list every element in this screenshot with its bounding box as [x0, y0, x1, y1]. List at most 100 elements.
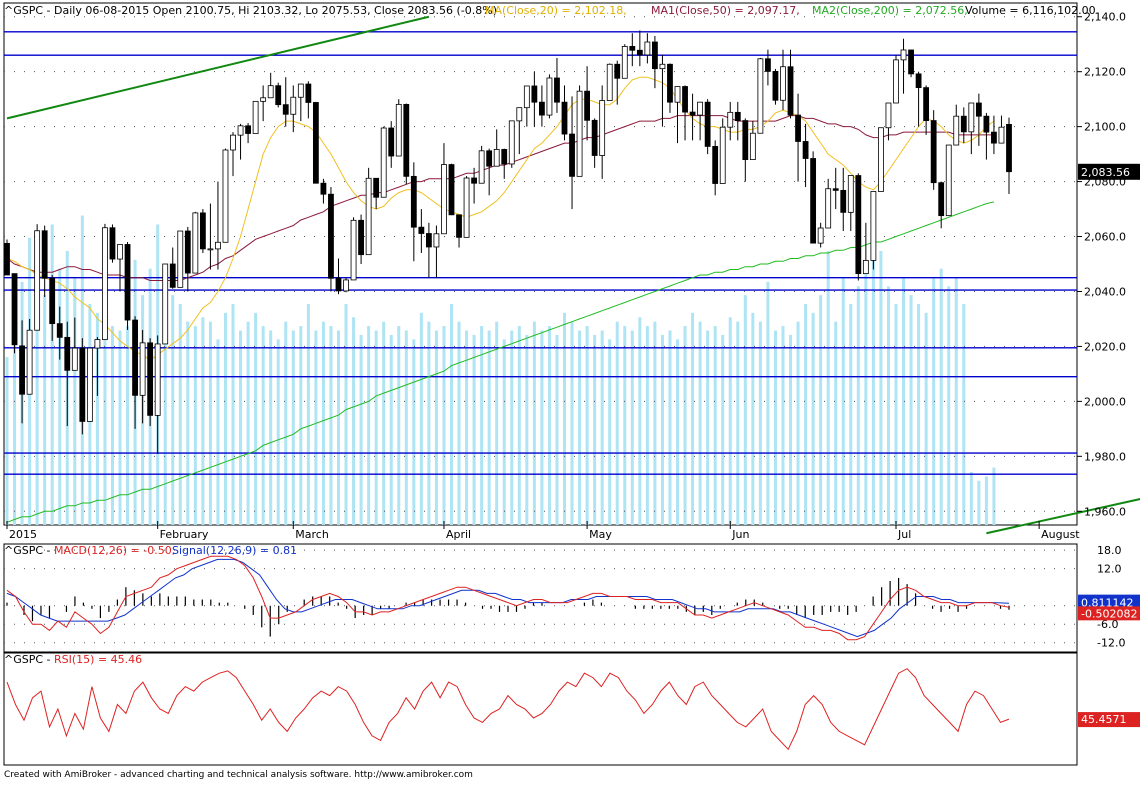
candle-body — [742, 120, 749, 161]
candle-body — [531, 85, 538, 103]
candle-body — [79, 347, 86, 422]
volume-bar — [736, 321, 740, 525]
candle-body — [847, 175, 854, 213]
candle-body — [998, 126, 1005, 144]
volume-bar — [239, 330, 243, 525]
volume-bar — [849, 304, 853, 525]
volume-bar — [291, 330, 295, 525]
volume-bar — [789, 334, 793, 525]
volume-bar — [819, 295, 823, 525]
volume-bar — [43, 295, 47, 525]
candle-body — [441, 164, 447, 235]
volume-bar — [306, 304, 310, 525]
macd-line — [6, 555, 1010, 641]
trend-line — [6, 15, 430, 120]
candle-body — [885, 102, 892, 129]
candle-body — [727, 111, 734, 128]
price-axis-label: 2,000.0 — [1084, 395, 1126, 408]
candle-body — [915, 73, 922, 89]
volume-bar — [969, 471, 973, 525]
candle-body — [689, 111, 696, 116]
candle-body — [621, 46, 628, 79]
candle-body — [682, 86, 688, 113]
candle-body — [908, 49, 914, 75]
candle-body — [380, 127, 387, 198]
price-axis-label: 2,140.0 — [1084, 11, 1126, 24]
candle-body — [320, 182, 327, 195]
candle-body — [252, 100, 259, 134]
x-axis-label: March — [295, 528, 329, 541]
candle-body — [86, 347, 93, 422]
x-axis-label: 2015 — [9, 528, 37, 541]
volume-bar — [585, 326, 589, 525]
candle-body — [305, 83, 312, 103]
candle-body — [652, 41, 658, 70]
volume-bar — [570, 321, 574, 525]
ma20-line — [6, 76, 995, 361]
candle-body — [712, 146, 719, 184]
candle-body — [463, 177, 470, 238]
candle-body — [629, 46, 636, 51]
candle-body — [554, 77, 560, 103]
candle-body — [139, 342, 146, 396]
candle-body — [840, 189, 847, 213]
volume-bar — [660, 334, 664, 525]
volume-bar — [517, 326, 521, 525]
candle-body — [410, 175, 417, 228]
volume-bar — [555, 334, 559, 525]
candle-body — [795, 114, 801, 142]
candle-body — [471, 177, 477, 184]
signal-value-label: -0.502082 — [1081, 607, 1137, 620]
candle-body — [614, 63, 621, 79]
volume-bar — [947, 286, 951, 525]
candle-body — [644, 41, 651, 56]
candle-body — [433, 233, 440, 248]
volume-bar — [284, 321, 288, 525]
volume-bar — [984, 476, 988, 525]
candle-body — [493, 149, 500, 167]
macd-axis-label: 12.0 — [1097, 563, 1122, 576]
volume-header: Volume = 6,116,102.00 — [965, 4, 1096, 17]
last-close-label: 2,083.56 — [1081, 166, 1130, 179]
candle-body — [930, 120, 937, 184]
candle-body — [373, 177, 380, 198]
ma200-line — [6, 201, 995, 523]
candle-body — [697, 101, 704, 116]
candle-body — [395, 103, 402, 157]
candle-body — [19, 345, 25, 395]
volume-bar — [404, 330, 408, 525]
volume-bar — [419, 312, 423, 525]
candle-body — [290, 96, 297, 115]
volume-bar — [382, 321, 386, 525]
volume-bar — [193, 326, 197, 525]
volume-bar — [208, 321, 212, 525]
candle-body — [719, 126, 726, 184]
macd-pane: 18.012.00.0-6.0-12.00.811142-0.502082 — [3, 543, 1140, 653]
candle-body — [388, 127, 395, 157]
volume-bar — [743, 295, 747, 525]
last-close-marker — [1078, 163, 1140, 180]
macd-header-prefix: ^GSPC - — [4, 544, 51, 557]
rsi-pane: 45.4571 — [3, 652, 1140, 766]
candle-body — [34, 230, 41, 331]
volume-bar — [871, 259, 875, 525]
volume-bar — [427, 321, 431, 525]
x-axis-label: May — [589, 528, 612, 541]
candle-body — [810, 158, 817, 244]
candle-body — [832, 188, 839, 191]
volume-bar — [706, 330, 710, 525]
volume-bar — [186, 321, 190, 525]
candle-body — [328, 193, 334, 279]
candle-body — [207, 248, 214, 251]
candle-body — [802, 141, 809, 159]
candle-body — [991, 131, 997, 144]
macd-header-macd: MACD(12,26) = -0.50, — [54, 544, 175, 557]
candle-body — [11, 273, 18, 346]
macd-axis-label: 18.0 — [1097, 544, 1122, 557]
candle-body — [501, 149, 508, 165]
x-axis-label: February — [160, 528, 209, 541]
candle-body — [358, 219, 364, 256]
candle-body — [282, 104, 289, 115]
candle-body — [335, 277, 342, 292]
